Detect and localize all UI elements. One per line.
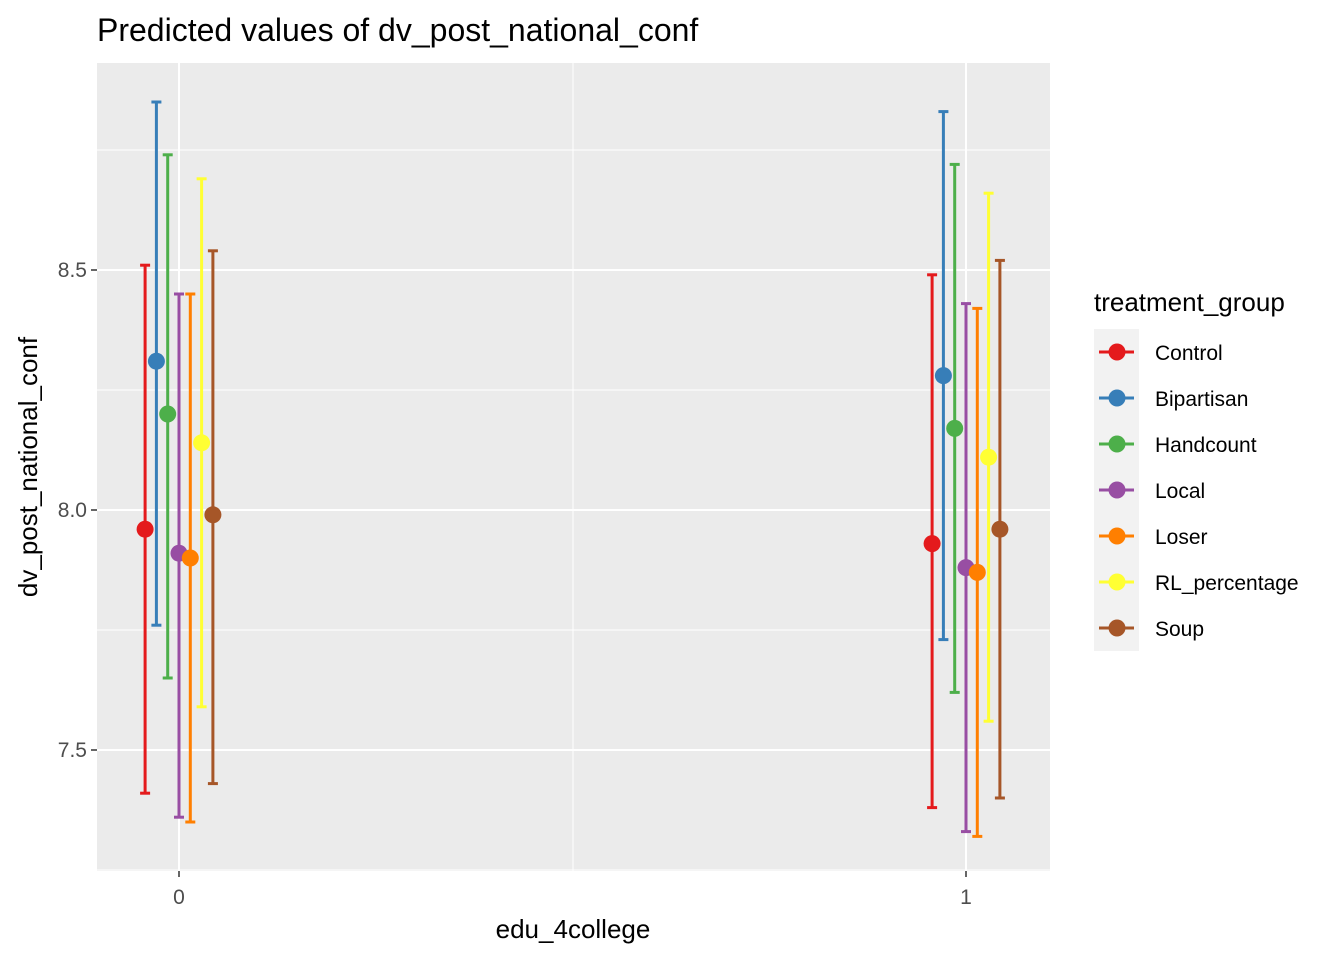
errorbar-soup xyxy=(204,249,222,786)
errorbar-loser xyxy=(181,292,199,824)
estimate-point xyxy=(923,535,941,553)
legend-item: RL_percentage xyxy=(1099,572,1299,595)
estimate-point xyxy=(204,506,222,524)
chart-marks xyxy=(136,100,1009,838)
errorbar-handcount xyxy=(159,153,177,680)
estimate-point xyxy=(159,405,177,423)
legend-label: Control xyxy=(1155,342,1223,365)
legend-item: Control xyxy=(1099,342,1223,365)
errorbar-rl-percentage xyxy=(193,177,211,709)
legend-label: Soup xyxy=(1155,618,1204,641)
estimate-point xyxy=(980,448,998,466)
legend: Control Bipartisan Handcount Local Loser RL_p… xyxy=(1094,329,1299,651)
y-tick-label: 8.5 xyxy=(58,259,87,282)
chart-title: Predicted values of dv_post_national_con… xyxy=(97,12,698,48)
x-axis-title: edu_4college xyxy=(496,914,651,944)
legend-item: Local xyxy=(1099,480,1205,503)
errorbar-local xyxy=(957,302,975,834)
legend-item: Soup xyxy=(1099,618,1204,641)
errorbar-control xyxy=(923,273,941,810)
estimate-point xyxy=(991,520,1009,538)
legend-key-point xyxy=(1108,343,1126,361)
errorbar-soup xyxy=(991,258,1009,800)
legend-key-point xyxy=(1108,435,1126,453)
legend-title: treatment_group xyxy=(1094,287,1285,317)
legend-label: Loser xyxy=(1155,526,1208,549)
legend-key-point xyxy=(1108,481,1126,499)
y-tick-label: 8.0 xyxy=(58,499,87,522)
errorbar-bipartisan xyxy=(934,110,952,642)
y-tick-label: 7.5 xyxy=(58,739,87,762)
estimate-point xyxy=(136,520,154,538)
x-tick-label: 1 xyxy=(960,886,972,909)
estimate-point xyxy=(181,549,199,567)
legend-key-point xyxy=(1108,573,1126,591)
errorbar-rl-percentage xyxy=(980,191,998,723)
axis-ticks: 7.5 8.0 8.5 0 1 xyxy=(58,259,972,909)
legend-label: RL_percentage xyxy=(1155,572,1299,595)
legend-item: Bipartisan xyxy=(1099,388,1248,411)
legend-label: Local xyxy=(1155,480,1205,503)
errorbar-control xyxy=(136,263,154,795)
legend-key-point xyxy=(1108,527,1126,545)
legend-key-point xyxy=(1108,619,1126,637)
legend-item: Loser xyxy=(1099,526,1208,549)
legend-label: Handcount xyxy=(1155,434,1257,457)
estimate-point xyxy=(968,563,986,581)
legend-key-point xyxy=(1108,389,1126,407)
estimate-point xyxy=(934,367,952,385)
x-tick-label: 0 xyxy=(173,886,185,909)
estimate-point xyxy=(946,419,964,437)
legend-label: Bipartisan xyxy=(1155,388,1248,411)
estimate-point xyxy=(193,434,211,452)
errorbar-loser xyxy=(968,306,986,838)
legend-item: Handcount xyxy=(1099,434,1257,457)
estimate-point xyxy=(147,352,165,370)
errorbar-bipartisan xyxy=(147,100,165,627)
y-axis-title: dv_post_national_conf xyxy=(13,336,43,597)
errorbar-handcount xyxy=(946,162,964,694)
